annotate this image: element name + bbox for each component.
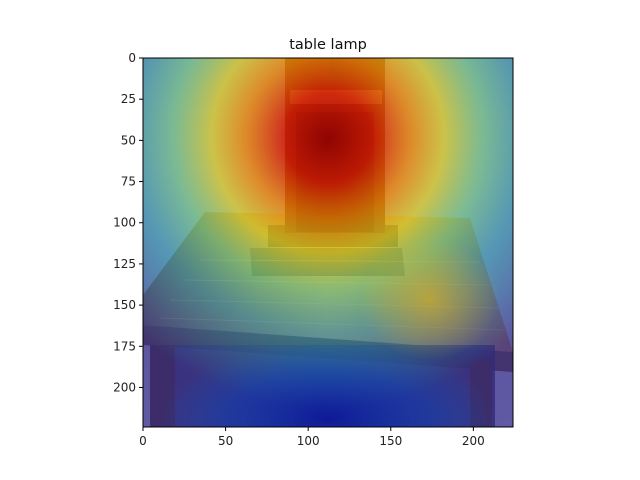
y-axis: 0 25 50 75 100 125 150 175 200 bbox=[113, 51, 143, 394]
chart-title: table lamp bbox=[289, 37, 367, 53]
y-tick-label: 175 bbox=[113, 339, 136, 353]
y-tick-label: 0 bbox=[128, 51, 136, 65]
x-tick-label: 100 bbox=[297, 434, 320, 448]
x-tick-label: 200 bbox=[462, 434, 485, 448]
y-tick-label: 125 bbox=[113, 257, 136, 271]
y-tick-label: 150 bbox=[113, 298, 136, 312]
x-axis: 0 50 100 150 200 bbox=[139, 427, 485, 448]
x-tick-label: 150 bbox=[379, 434, 402, 448]
x-tick-label: 0 bbox=[139, 434, 147, 448]
x-tick-label: 50 bbox=[218, 434, 233, 448]
heatmap-image bbox=[143, 58, 513, 427]
y-tick-label: 25 bbox=[121, 92, 136, 106]
plot-frame bbox=[142, 57, 514, 428]
y-tick-label: 75 bbox=[121, 175, 136, 189]
y-tick-label: 100 bbox=[113, 216, 136, 230]
y-tick-label: 200 bbox=[113, 380, 136, 394]
y-tick-label: 50 bbox=[121, 133, 136, 147]
